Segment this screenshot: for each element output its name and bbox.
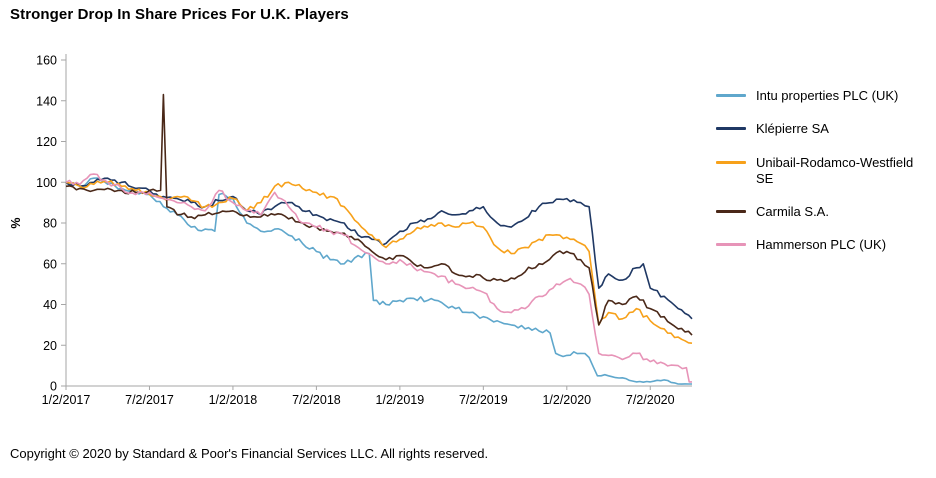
legend-item-0: Intu properties PLC (UK) [716,88,932,104]
legend-item-4: Hammerson PLC (UK) [716,237,932,253]
series-line-4 [65,173,692,383]
x-tick-label: 1/2/2018 [209,393,258,407]
series-line-1 [65,177,693,320]
chart-legend: Intu properties PLC (UK) Klépierre SA Unib… [716,88,932,254]
legend-label: Intu properties PLC (UK) [756,88,899,103]
x-tick-label: 1/2/2019 [376,393,425,407]
series-line-2 [65,180,693,344]
y-tick-label: 120 [36,135,57,149]
legend-label: Carmila S.A. [756,204,829,219]
x-tick-label: 7/2/2018 [292,393,341,407]
legend-label: Klépierre SA [756,121,829,137]
line-chart: 0 20 40 60 80 100 120 140 160 1/2/2017 7/2/2017 1/2… [9,54,693,407]
legend-item-3: Carmila S.A. [716,204,932,220]
legend-swatch [716,94,746,97]
legend-swatch [716,210,746,213]
legend-swatch [716,243,746,247]
x-tick-label: 1/2/2020 [542,393,591,407]
legend-item-2: Unibail-Rodamco-Westfield SE [716,155,932,188]
x-tick-label: 1/2/2017 [42,393,91,407]
legend-swatch [716,160,746,164]
y-tick-label: 140 [36,94,57,108]
y-tick-label: 100 [36,176,57,190]
x-tick-label: 7/2/2019 [459,393,508,407]
y-tick-label: 80 [43,217,57,231]
series-line-3 [65,93,693,336]
legend-label: Hammerson PLC (UK) [756,237,887,253]
legend-swatch [716,127,746,131]
y-tick-label: 0 [50,380,57,394]
y-tick-label: 20 [43,339,57,353]
legend-item-1: Klépierre SA [716,121,932,137]
copyright-text: Copyright © 2020 by Standard & Poor's Fi… [10,446,489,461]
chart-title: Stronger Drop In Share Prices For U.K. P… [10,6,349,23]
x-tick-label: 7/2/2020 [626,393,675,407]
y-axis-label: % [9,217,23,228]
y-tick-label: 40 [43,298,57,312]
series-line-0 [65,177,692,385]
x-tick-label: 7/2/2017 [125,393,174,407]
y-tick-label: 60 [43,257,57,271]
legend-label: Unibail-Rodamco-Westfield SE [756,154,914,186]
y-tick-label: 160 [36,54,57,68]
